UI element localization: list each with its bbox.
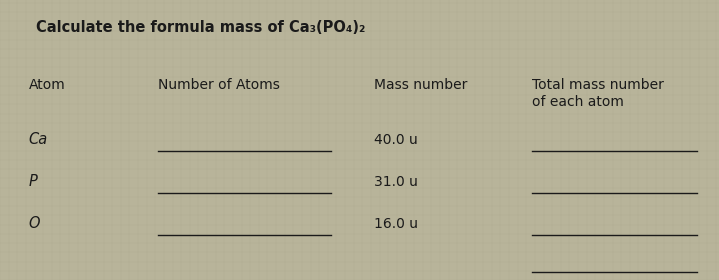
Text: Ca: Ca (29, 132, 48, 148)
Text: O: O (29, 216, 40, 232)
Text: 31.0 u: 31.0 u (374, 175, 418, 189)
Text: Total mass number
of each atom: Total mass number of each atom (532, 78, 664, 109)
Text: 40.0 u: 40.0 u (374, 133, 418, 147)
Text: Atom: Atom (29, 78, 65, 92)
Text: P: P (29, 174, 37, 190)
Text: Mass number: Mass number (374, 78, 467, 92)
Text: Number of Atoms: Number of Atoms (158, 78, 280, 92)
Text: 16.0 u: 16.0 u (374, 217, 418, 231)
Text: Calculate the formula mass of Ca₃(PO₄)₂: Calculate the formula mass of Ca₃(PO₄)₂ (36, 20, 365, 35)
